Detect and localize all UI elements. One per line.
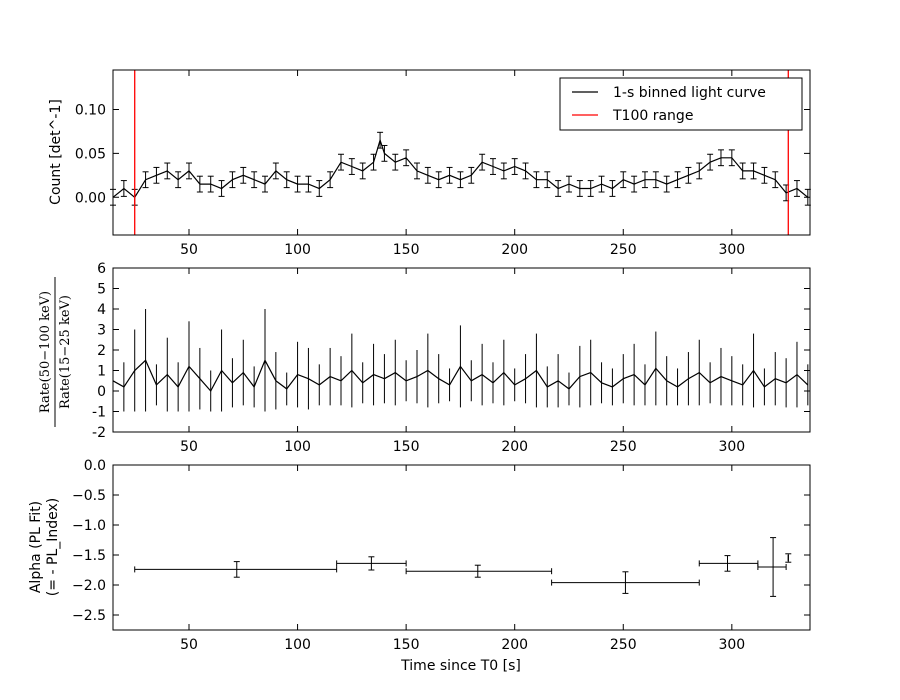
y-tick-label: 3 [97, 323, 106, 339]
legend-label-t100: T100 range [612, 108, 693, 124]
y-tick-label: 6 [97, 261, 106, 277]
x-tick-label: 300 [718, 439, 745, 455]
y-tick-label: 4 [97, 302, 106, 318]
hardness-ratio-data [112, 309, 809, 412]
x-tick-label: 50 [180, 439, 198, 455]
light-curve-data [110, 70, 811, 235]
alpha-frame [112, 464, 811, 631]
alpha-background [113, 465, 810, 630]
x-tick-label: 250 [610, 637, 637, 653]
x-tick-label: 50 [180, 637, 198, 653]
y-tick-label: 5 [97, 282, 106, 298]
panel-light-curve: 50 100 150 200 250 300 0.00 0.05 0.10 Count [det… [48, 69, 811, 258]
x-tick-label: 150 [393, 439, 420, 455]
x-tick-label: 250 [610, 242, 637, 258]
legend-box [559, 77, 803, 131]
y-tick-label: 0.05 [75, 146, 106, 162]
y-tick-label: 2 [97, 343, 106, 359]
panel-hardness-ratio: 50 100 150 200 250 300 -2 -1 0 1 2 3 4 5 6 Rate(50−100… [38, 261, 811, 455]
hardness-ratio-background [113, 268, 810, 432]
alpha-ylabel: Alpha (PL Fit) (= - PL_Index) [28, 498, 61, 596]
light-curve-ticks: 50 100 150 200 250 300 0.00 0.05 0.10 [75, 70, 810, 258]
hardness-line [112, 358, 809, 393]
panel-alpha: 50 100 150 200 250 300 0.0 −0.5 −1.0 −1.5 −2.0 −2.5… [28, 458, 811, 674]
y-tick-label: −2.0 [72, 578, 106, 594]
legend: 1-s binned light curve T100 range [559, 77, 803, 131]
x-tick-label: 100 [284, 637, 311, 653]
y-tick-label: 0.00 [75, 190, 106, 206]
y-tick-label: −0.5 [72, 488, 106, 504]
x-tick-label: 50 [180, 242, 198, 258]
alpha-data [134, 537, 792, 597]
x-tick-label: 200 [501, 439, 528, 455]
hardness-ratio-ylabel-top: Rate(50−100 keV) [38, 291, 53, 413]
y-tick-label: 0 [97, 384, 106, 400]
y-tick-label: 1 [97, 364, 106, 380]
y-tick-label: -2 [92, 425, 106, 441]
legend-label-light-curve: 1-s binned light curve [613, 85, 766, 101]
light-curve-line [112, 138, 809, 199]
y-tick-label: −1.0 [72, 518, 106, 534]
alpha-ylabel-line1: Alpha (PL Fit) [28, 501, 44, 593]
y-tick-label: 0.10 [75, 102, 106, 118]
x-tick-label: 200 [501, 637, 528, 653]
hardness-ratio-ticks: 50 100 150 200 250 300 -2 -1 0 1 2 3 4 5 6 [92, 261, 810, 455]
x-tick-label: 150 [393, 637, 420, 653]
x-tick-label: 300 [718, 242, 745, 258]
light-curve-frame [112, 69, 811, 236]
y-tick-label: 0.0 [84, 458, 106, 474]
y-tick-label: −1.5 [72, 548, 106, 564]
x-tick-label: 300 [718, 637, 745, 653]
x-tick-label: 250 [610, 439, 637, 455]
y-tick-label: −2.5 [72, 608, 106, 624]
x-tick-label: 100 [284, 242, 311, 258]
hardness-ratio-frame [112, 267, 811, 433]
light-curve-ylabel: Count [det^-1] [48, 99, 64, 205]
alpha-xlabel: Time since T0 [s] [400, 658, 521, 674]
hardness-ratio-ylabel: Rate(50−100 keV) Rate(15−25 keV) [38, 277, 73, 427]
alpha-ylabel-line2: (= - PL_Index) [45, 498, 61, 596]
x-tick-label: 200 [501, 242, 528, 258]
x-tick-label: 100 [284, 439, 311, 455]
y-tick-label: -1 [92, 405, 106, 421]
alpha-ticks: 50 100 150 200 250 300 0.0 −0.5 −1.0 −1.5 −2.0 −2.5 [72, 458, 810, 653]
x-tick-label: 150 [393, 242, 420, 258]
hardness-ratio-ylabel-bottom: Rate(15−25 keV) [58, 295, 73, 409]
